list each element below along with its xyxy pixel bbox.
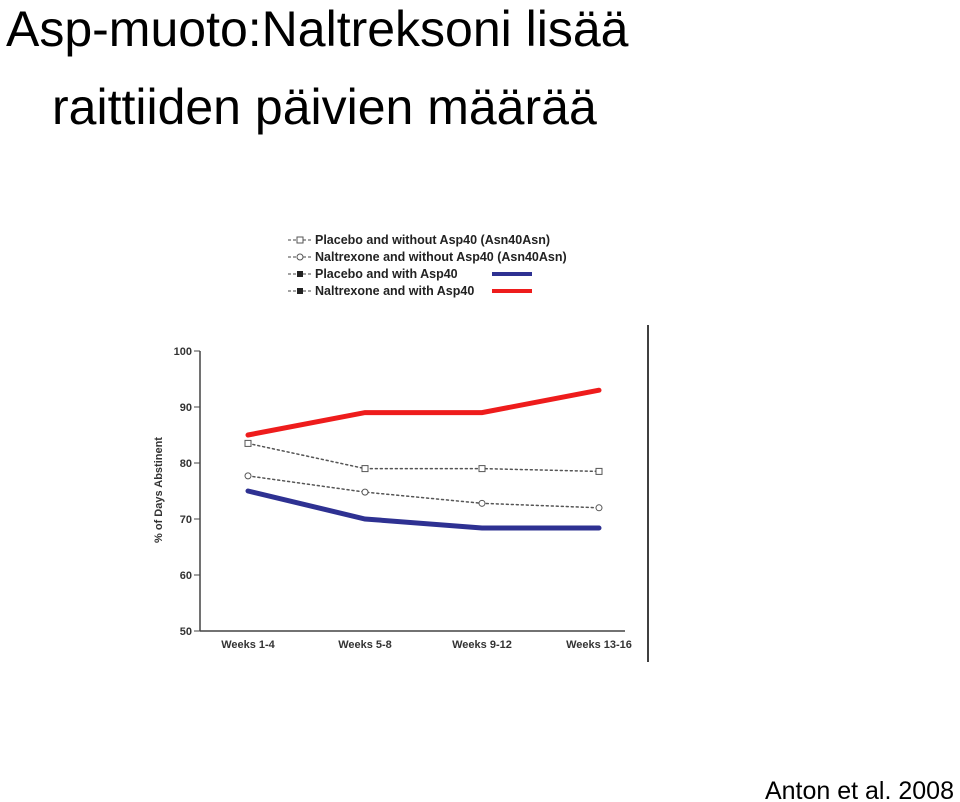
- data-point: [478, 499, 486, 507]
- legend-label: Naltrexone and without Asp40 (Asn40Asn): [315, 250, 567, 264]
- citation: Anton et al. 2008: [765, 777, 954, 802]
- slide-title-line: Asp-muoto:Naltreksoni lisää: [6, 1, 629, 57]
- y-axis-label: % of Days Abstinent: [153, 437, 165, 543]
- legend-label: Placebo and without Asp40 (Asn40Asn): [315, 233, 550, 247]
- data-point: [595, 504, 603, 512]
- data-point: [361, 488, 369, 496]
- y-tick-label: 60: [180, 570, 192, 582]
- legend-label: Placebo and with Asp40: [315, 267, 458, 281]
- x-tick-label: Weeks 5-8: [338, 639, 392, 651]
- x-tick-label: Weeks 9-12: [452, 639, 512, 651]
- x-tick-label: Weeks 1-4: [221, 639, 275, 651]
- legend-marker: [297, 271, 303, 277]
- legend-marker: [296, 253, 304, 261]
- series-line: [247, 475, 600, 509]
- data-point: [361, 465, 369, 473]
- legend-marker: [297, 288, 303, 294]
- y-tick-label: 50: [180, 626, 192, 638]
- y-tick-label: 100: [174, 346, 192, 358]
- data-point: [244, 472, 252, 480]
- y-tick-label: 70: [180, 514, 192, 526]
- series-line: [245, 488, 602, 531]
- y-tick-label: 80: [180, 458, 192, 470]
- y-tick-label: 90: [180, 402, 192, 414]
- slide-title-line: raittiiden päivien määrää: [52, 79, 597, 135]
- data-point: [595, 467, 603, 475]
- data-point: [478, 465, 486, 473]
- legend-label: Naltrexone and with Asp40: [315, 284, 474, 298]
- series-line: [247, 442, 600, 473]
- x-tick-label: Weeks 13-16: [566, 639, 632, 651]
- legend-marker: [296, 236, 304, 244]
- series-line: [245, 387, 602, 438]
- data-point: [244, 439, 252, 447]
